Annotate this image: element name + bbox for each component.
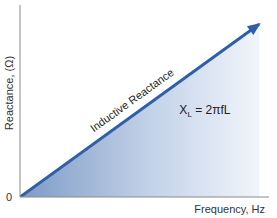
svg-text:XL = 2πfL: XL = 2πfL bbox=[179, 103, 230, 119]
svg-text:Frequency, Hz: Frequency, Hz bbox=[194, 203, 265, 215]
svg-text:Inductive Reactance: Inductive Reactance bbox=[88, 66, 176, 134]
svg-text:0: 0 bbox=[8, 191, 12, 203]
svg-text:Reactance, (Ω): Reactance, (Ω) bbox=[8, 56, 15, 130]
